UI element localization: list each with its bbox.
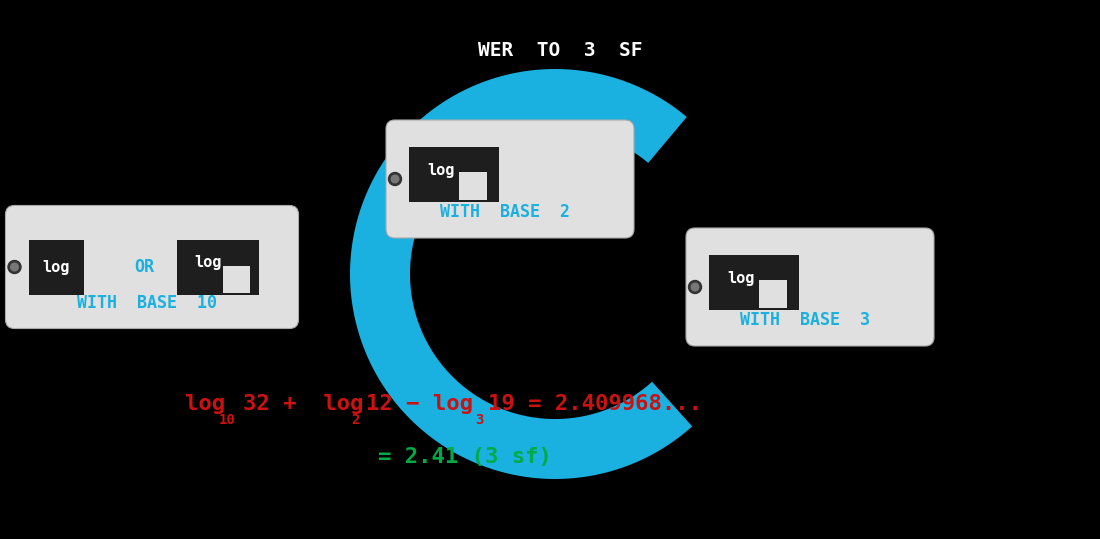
- Text: log: log: [727, 272, 755, 287]
- FancyBboxPatch shape: [759, 280, 786, 308]
- Text: 12 − log: 12 − log: [366, 394, 473, 414]
- Text: WER  TO  3  SF: WER TO 3 SF: [477, 42, 642, 60]
- Text: log: log: [185, 394, 226, 414]
- FancyBboxPatch shape: [29, 240, 84, 295]
- FancyBboxPatch shape: [686, 228, 934, 346]
- FancyBboxPatch shape: [223, 266, 250, 294]
- Text: log: log: [42, 260, 69, 275]
- Text: log: log: [427, 163, 454, 178]
- Circle shape: [689, 280, 702, 294]
- Circle shape: [392, 175, 399, 183]
- Text: 10: 10: [219, 412, 235, 426]
- Text: 19 = 2.409968...: 19 = 2.409968...: [488, 394, 703, 414]
- Text: 32 +  log: 32 + log: [243, 394, 363, 414]
- Text: = 2.41 (3 sf): = 2.41 (3 sf): [378, 447, 552, 467]
- Text: 3: 3: [475, 412, 483, 426]
- FancyBboxPatch shape: [386, 120, 634, 238]
- Circle shape: [8, 260, 21, 273]
- FancyBboxPatch shape: [409, 148, 499, 203]
- FancyBboxPatch shape: [710, 255, 799, 310]
- FancyBboxPatch shape: [177, 240, 258, 295]
- FancyBboxPatch shape: [459, 172, 487, 201]
- Circle shape: [11, 263, 19, 271]
- Text: log: log: [194, 255, 221, 271]
- Text: WITH  BASE  3: WITH BASE 3: [740, 311, 870, 329]
- Circle shape: [691, 283, 698, 291]
- Text: WITH  BASE  10: WITH BASE 10: [77, 294, 217, 312]
- FancyBboxPatch shape: [6, 205, 298, 328]
- Circle shape: [388, 172, 401, 185]
- Text: 2: 2: [352, 412, 360, 426]
- Text: WITH  BASE  2: WITH BASE 2: [440, 203, 570, 221]
- Text: OR: OR: [134, 258, 154, 276]
- Polygon shape: [350, 69, 692, 479]
